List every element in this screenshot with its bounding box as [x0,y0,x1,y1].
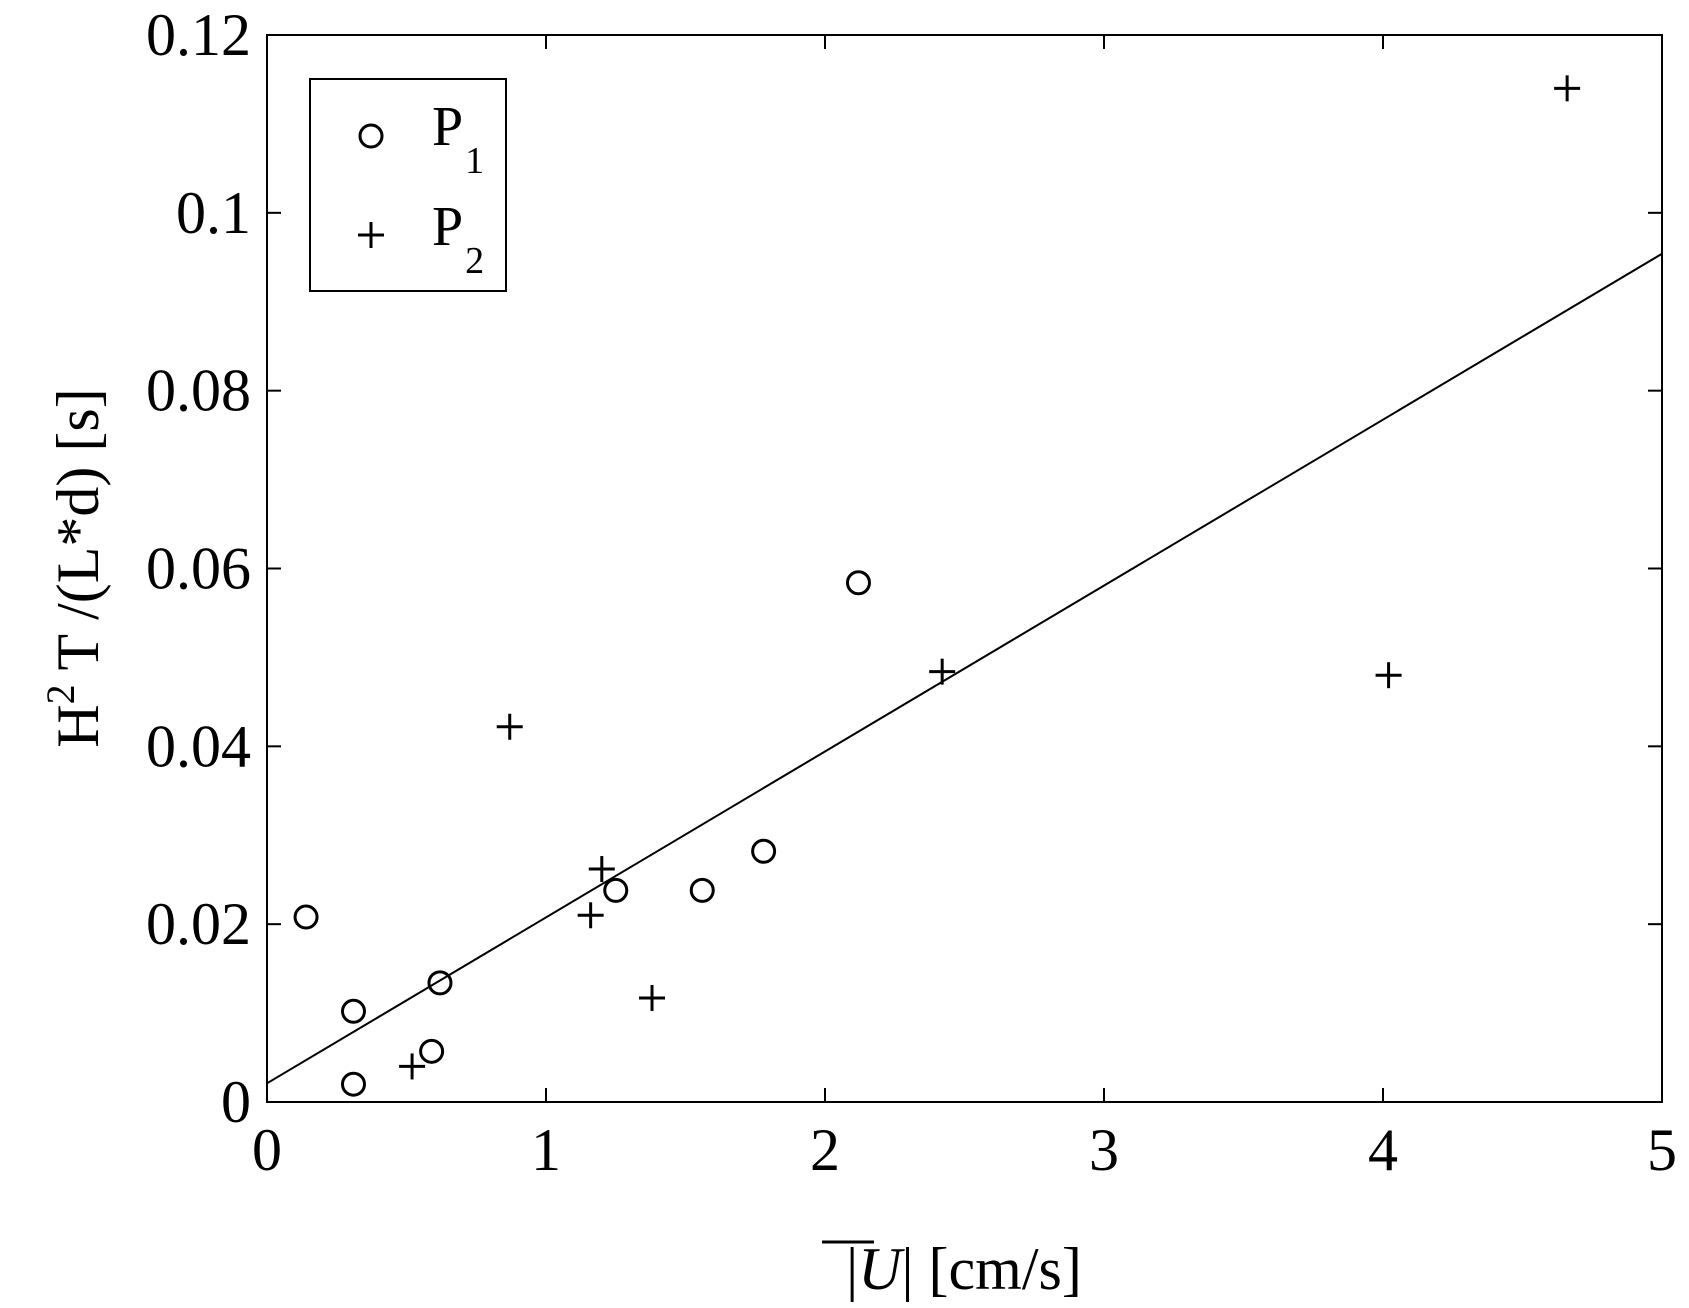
point-p1 [419,1038,445,1064]
x-tick-label: 3 [1089,1117,1119,1183]
legend-marker-p1 [358,123,384,149]
y-tick-label: 0 [221,1069,251,1135]
x-axis-label: |U| [cm/s] [846,1236,1082,1302]
point-p1 [845,570,871,596]
point-p2 [588,856,615,883]
y-tick-label: 0.1 [176,180,251,246]
plot-marks [266,75,1663,1097]
y-tick-label: 0.08 [146,358,251,424]
y-tick-label: 0.02 [146,891,251,957]
x-tick-label: 4 [1368,1117,1398,1183]
y-tick-label: 0.04 [146,713,251,779]
legend-box [309,78,507,292]
axis-ticks: 0 1 2 3 4 5 0 0.02 0.04 0.06 0.08 0.1 0.12 [146,2,1677,1183]
legend: P1 P2 [309,78,507,292]
y-axis-label: H2 T /(L*d) [s] [38,388,111,747]
fit-line [266,252,1663,1085]
point-p2 [1375,662,1402,689]
point-p2 [639,984,666,1011]
x-tick-label: 1 [531,1117,561,1183]
y-tick-label: 0.06 [146,536,251,602]
point-p1 [603,877,629,903]
point-p1 [689,877,715,903]
x-tick-label: 2 [810,1117,840,1183]
point-p1 [293,904,319,930]
point-p1 [340,1071,366,1097]
legend-marker-p2 [358,222,384,248]
point-p2 [929,658,956,685]
point-p2 [1554,75,1581,102]
point-p2 [577,902,604,929]
x-tick-label: 0 [252,1117,282,1183]
point-p2 [496,713,523,740]
point-p1 [340,998,366,1024]
point-p1 [427,970,453,996]
point-p1 [751,838,777,864]
x-tick-label: 5 [1647,1117,1677,1183]
y-tick-label: 0.12 [146,2,251,68]
point-p2 [399,1053,426,1080]
